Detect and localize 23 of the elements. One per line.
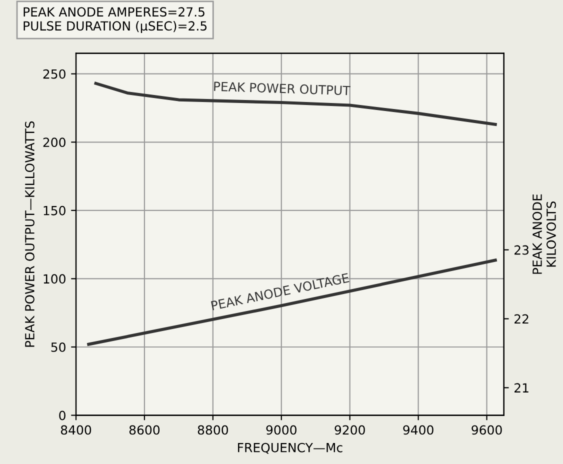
x-tick-label: 9000 [266, 425, 296, 435]
text: PEAK ANODE AMPERES=27.5 PULSE DURATION (μSEC)=2.5 [24, 7, 207, 34]
y-tick-label: 150 [44, 206, 66, 216]
x-tick-label: 9400 [403, 425, 434, 435]
y-tick-label: 200 [43, 138, 66, 148]
y2-tick-label: 23 [514, 245, 529, 255]
x-tick-label: 9200 [334, 425, 365, 435]
series-label: PEAK POWER OUTPUT [214, 82, 350, 96]
x-tick-label: 8600 [129, 425, 160, 435]
text: PEAK ANODE VOLTAGE [210, 272, 350, 310]
x-tick-label: 8800 [198, 425, 228, 435]
x-axis-title: FREQUENCY—Mc [238, 442, 342, 454]
y-tick-label: 100 [44, 274, 66, 284]
y-tick-label: 250 [43, 69, 66, 79]
x-tick-label: 8400 [60, 425, 92, 435]
y2-axis-title: PEAK ANODE KILOVOLTS [532, 194, 556, 274]
y-tick-label: 50 [51, 342, 66, 352]
y-tick-label: 0 [59, 410, 66, 420]
y-axis-title: PEAK POWER OUTPUT—KILLOWATTS [24, 121, 34, 347]
x-tick-label: 9600 [472, 425, 502, 435]
line-series [94, 82, 497, 126]
y2-tick-label: 22 [514, 314, 528, 324]
y2-tick-label: 21 [514, 383, 528, 392]
